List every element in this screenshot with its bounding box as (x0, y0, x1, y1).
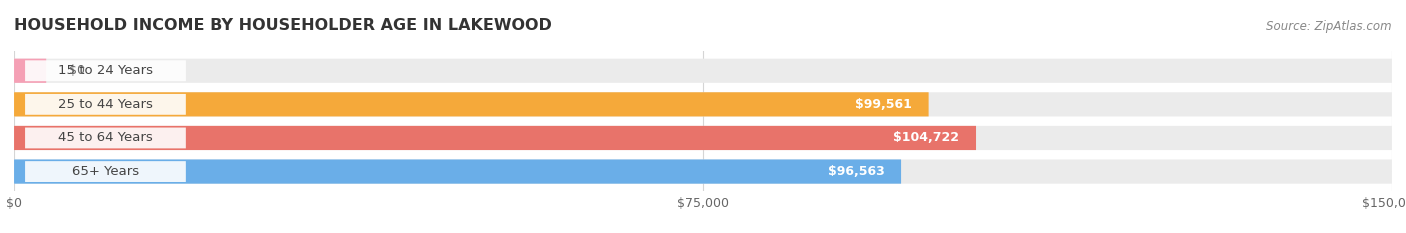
Text: 65+ Years: 65+ Years (72, 165, 139, 178)
Text: 45 to 64 Years: 45 to 64 Years (58, 131, 153, 144)
FancyBboxPatch shape (14, 59, 46, 83)
Text: 25 to 44 Years: 25 to 44 Years (58, 98, 153, 111)
FancyBboxPatch shape (14, 159, 1392, 184)
Text: Source: ZipAtlas.com: Source: ZipAtlas.com (1267, 20, 1392, 33)
Text: $96,563: $96,563 (828, 165, 884, 178)
FancyBboxPatch shape (25, 161, 186, 182)
FancyBboxPatch shape (25, 60, 186, 81)
FancyBboxPatch shape (14, 59, 1392, 83)
FancyBboxPatch shape (14, 126, 976, 150)
FancyBboxPatch shape (14, 159, 901, 184)
FancyBboxPatch shape (14, 92, 928, 116)
FancyBboxPatch shape (25, 94, 186, 115)
Text: $104,722: $104,722 (893, 131, 959, 144)
Text: HOUSEHOLD INCOME BY HOUSEHOLDER AGE IN LAKEWOOD: HOUSEHOLD INCOME BY HOUSEHOLDER AGE IN L… (14, 18, 553, 33)
FancyBboxPatch shape (25, 127, 186, 148)
FancyBboxPatch shape (14, 92, 1392, 116)
FancyBboxPatch shape (14, 126, 1392, 150)
Text: $0: $0 (69, 64, 86, 77)
Text: $99,561: $99,561 (855, 98, 912, 111)
Text: 15 to 24 Years: 15 to 24 Years (58, 64, 153, 77)
